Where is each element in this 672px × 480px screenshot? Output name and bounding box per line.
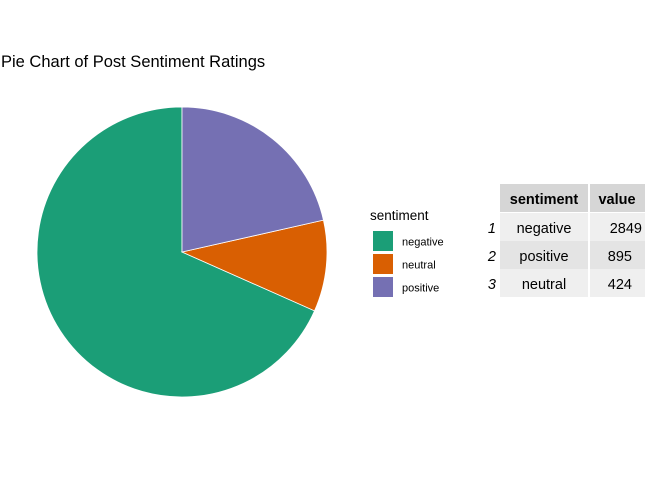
legend-label-negative: negative (402, 237, 444, 249)
table-cell-bg (500, 241, 588, 269)
table-cell-bg (590, 269, 645, 297)
table-cell-bg (500, 269, 588, 297)
table-rowname: 1 (488, 221, 496, 237)
legend-label-neutral: neutral (402, 260, 436, 272)
legend-key-neutral (373, 254, 393, 274)
table-cell-bg (590, 241, 645, 269)
table-cell-value: 895 (608, 249, 632, 265)
legend: sentiment negative neutral positive (370, 208, 444, 297)
table-header-sentiment: sentiment (510, 192, 579, 208)
table-header-cell-sentiment (500, 184, 588, 212)
table-cell-bg (590, 213, 645, 241)
table-rowname: 3 (488, 277, 496, 293)
pie-slice-negative (36, 106, 316, 398)
pie-slice-neutral (180, 219, 328, 312)
table-header-cell-value (590, 184, 645, 212)
legend-title: sentiment (370, 208, 429, 223)
table-cell-sentiment: negative (517, 221, 572, 237)
pie-slice-positive (181, 106, 324, 253)
legend-key-negative (373, 231, 393, 251)
data-table: sentiment value 1 negative 2849 2 positi… (487, 184, 645, 297)
pie-slices (36, 106, 328, 398)
table-cell-value: 2849 (610, 221, 642, 237)
table-cell-value: 424 (608, 277, 632, 293)
table-cell-sentiment: positive (519, 249, 568, 265)
chart-title: Pie Chart of Post Sentiment Ratings (1, 53, 265, 71)
legend-key-positive (373, 277, 393, 297)
table-cell-bg (500, 213, 588, 241)
table-cell-sentiment: neutral (522, 277, 566, 293)
legend-label-positive: positive (402, 283, 439, 295)
table-rowname: 2 (487, 249, 496, 265)
table-header-value: value (598, 192, 635, 208)
